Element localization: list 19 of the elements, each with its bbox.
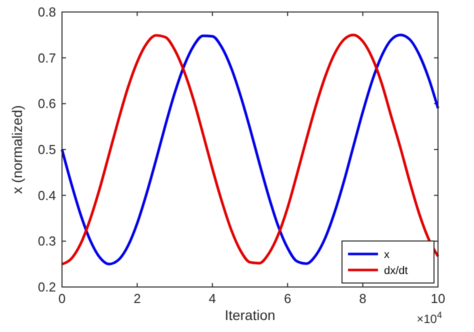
x-tick-label: 8 bbox=[359, 291, 366, 306]
y-tick-label: 0.6 bbox=[38, 96, 56, 112]
y-tick-label: 0.5 bbox=[38, 142, 56, 157]
y-tick-label: 0.2 bbox=[38, 280, 56, 294]
line-series bbox=[60, 34, 440, 266]
x-tick-label: 4 bbox=[208, 291, 216, 306]
legend-label: dx/dt bbox=[384, 265, 408, 277]
x-tick-label: 10 bbox=[430, 291, 446, 306]
x-tick-label: 6 bbox=[284, 291, 292, 306]
y-tick-label: 0.4 bbox=[38, 188, 56, 203]
text: ×10$^{4}$ bbox=[416, 310, 442, 326]
x-tick-label: 2 bbox=[134, 291, 141, 306]
y-tick-label: 0.3 bbox=[38, 234, 56, 249]
legend-label: x bbox=[384, 249, 390, 261]
y-tick-label: 0.8 bbox=[38, 4, 56, 20]
y-axis-title: x (normalized) bbox=[9, 105, 25, 194]
x-axis-title: Iteration bbox=[224, 307, 276, 323]
y-tick-label: 0.7 bbox=[38, 50, 56, 66]
x-tick-label: 0 bbox=[58, 291, 66, 306]
